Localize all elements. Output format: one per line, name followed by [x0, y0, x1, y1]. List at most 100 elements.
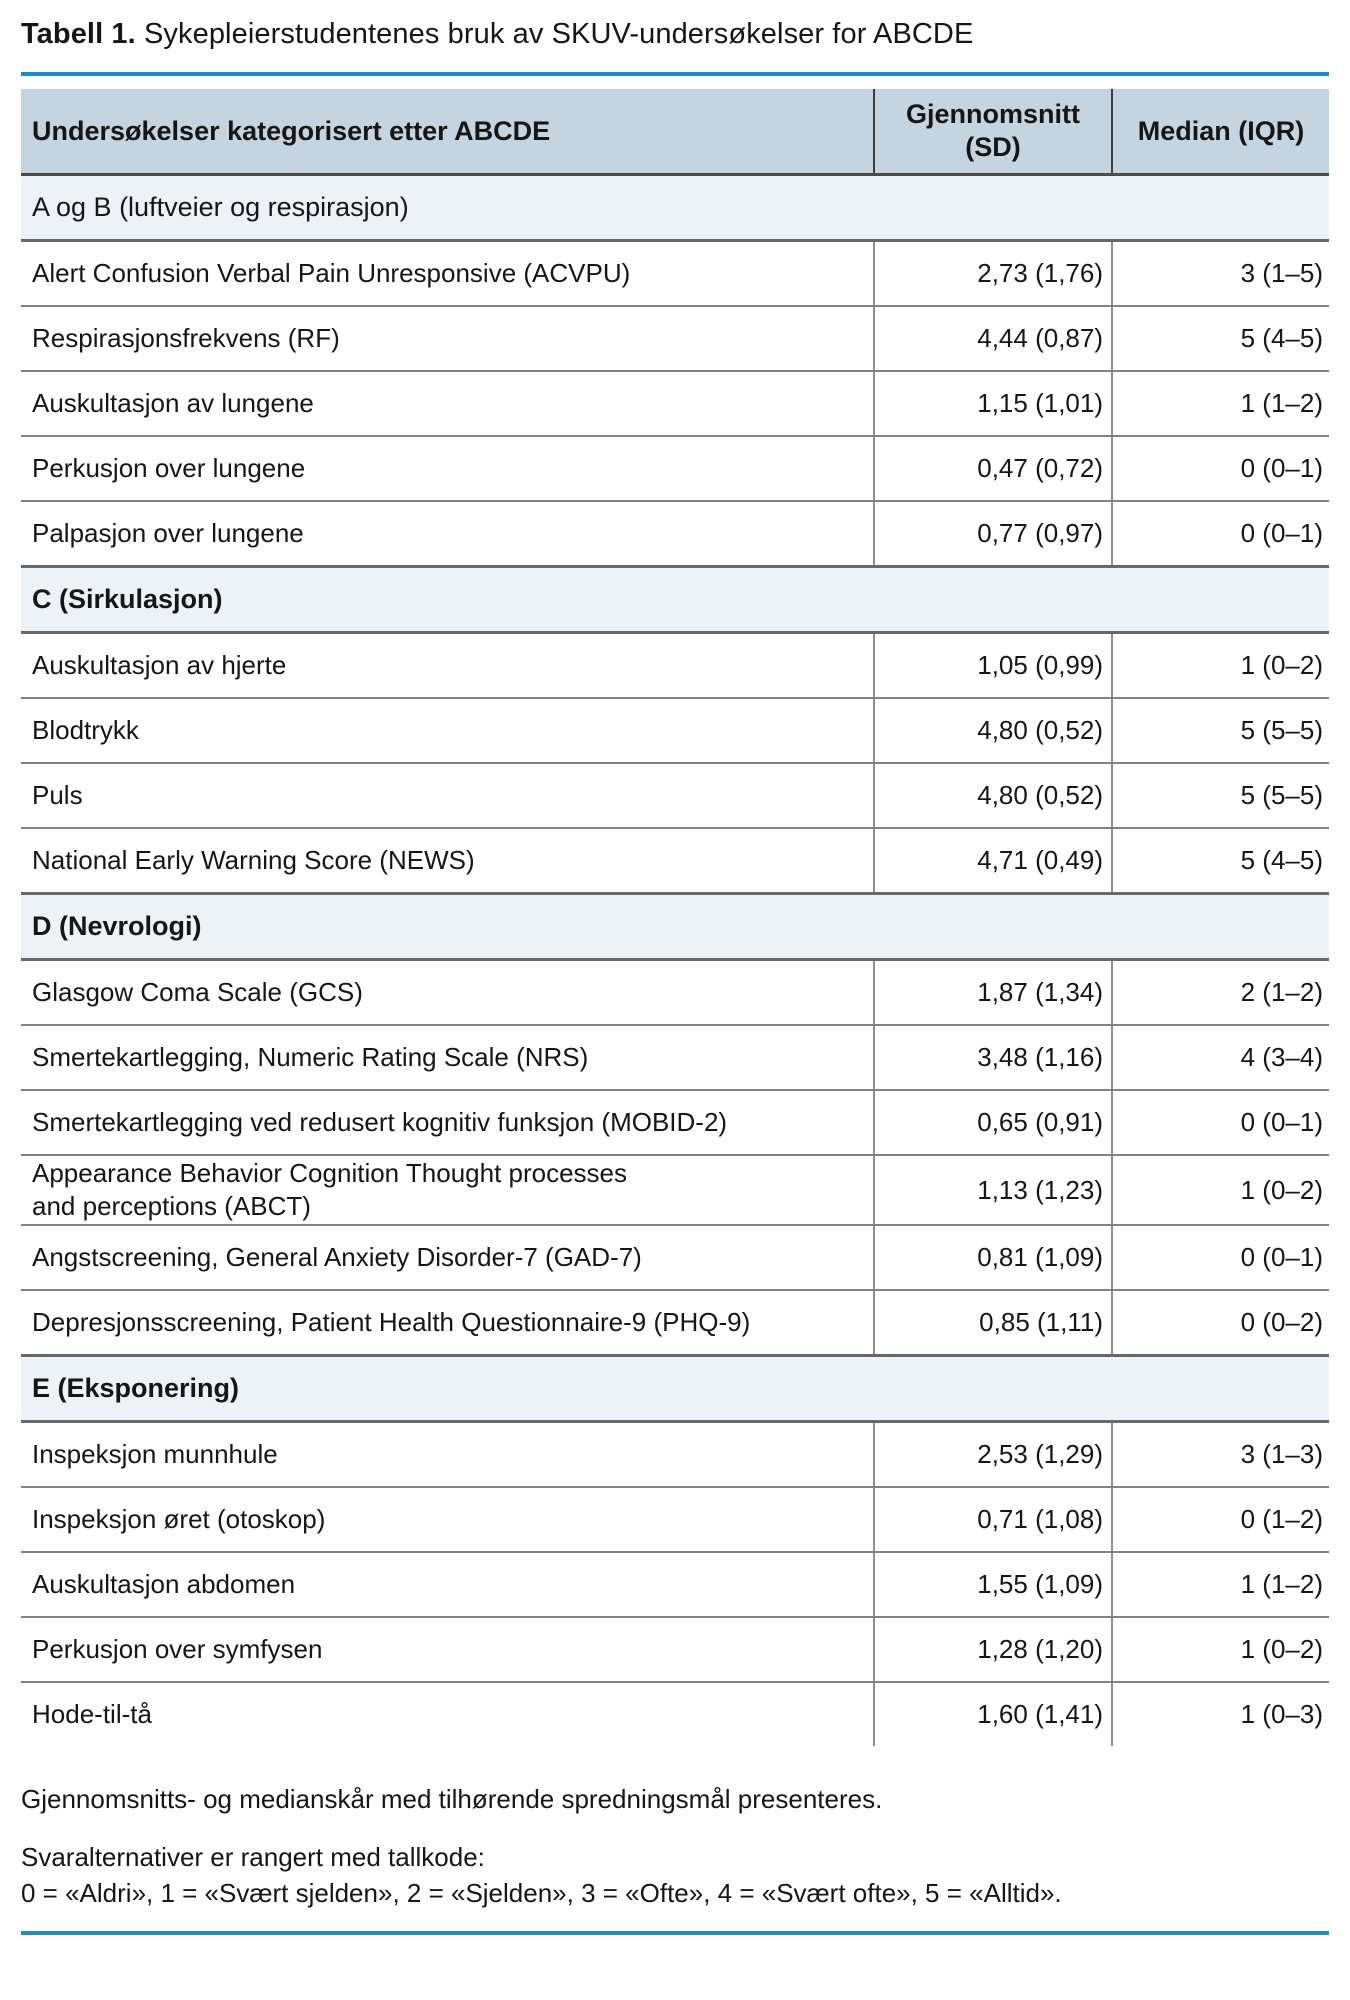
median-iqr-cell: 0 (0–1) [1111, 501, 1329, 568]
examination-label-cell: Smertekartlegging ved redusert kognitiv … [21, 1090, 874, 1156]
table-row: Inspeksjon øret (otoskop) 0,71 (1,08) 0 (1… [21, 1487, 1329, 1553]
top-accent-rule [21, 72, 1329, 76]
median-iqr-cell: 4 (3–4) [1111, 1025, 1329, 1091]
median-iqr-cell: 0 (0–2) [1111, 1290, 1329, 1357]
mean-sd-cell: 1,87 (1,34) [873, 959, 1112, 1026]
section-label: E (Eksponering) [21, 1354, 1329, 1423]
table-row: Smertekartlegging, Numeric Rating Scale … [21, 1025, 1329, 1091]
table-title-label: Tabell 1. [21, 18, 136, 50]
mean-sd-cell: 4,71 (0,49) [873, 828, 1112, 895]
section-label: C (Sirkulasjon) [21, 565, 1329, 634]
table-row: Glasgow Coma Scale (GCS) 1,87 (1,34) 2 (1–… [21, 959, 1329, 1026]
mean-sd-cell: 2,53 (1,29) [873, 1421, 1112, 1488]
table-row: Auskultasjon abdomen 1,55 (1,09) 1 (1–2) [21, 1552, 1329, 1618]
examination-label-cell: Alert Confusion Verbal Pain Unresponsive… [21, 240, 874, 307]
section-row: D (Nevrologi) [21, 892, 1329, 961]
examination-label-cell: Palpasjon over lungene [21, 501, 874, 568]
mean-sd-cell: 4,80 (0,52) [873, 763, 1112, 829]
section-row: C (Sirkulasjon) [21, 565, 1329, 634]
answer-scale-legend: Svaralternativer er rangert med tallkode… [21, 1839, 1329, 1911]
mean-sd-cell: 1,15 (1,01) [873, 371, 1112, 437]
median-iqr-cell: 0 (0–1) [1111, 1225, 1329, 1291]
table-note: Gjennomsnitts- og medianskår med tilhøre… [21, 1784, 883, 1814]
examination-label-cell: Auskultasjon av hjerte [21, 632, 874, 699]
mean-sd-cell: 4,44 (0,87) [873, 306, 1112, 372]
table-title-text: Sykepleierstudentenes bruk av SKUV-under… [135, 18, 974, 50]
median-iqr-cell: 5 (5–5) [1111, 698, 1329, 764]
median-iqr-cell: 5 (5–5) [1111, 763, 1329, 829]
examination-label-cell: Angstscreening, General Anxiety Disorder… [21, 1225, 874, 1291]
mean-sd-cell: 0,81 (1,09) [873, 1225, 1112, 1291]
table-body: A og B (luftveier og respirasjon) Alert C… [21, 173, 1329, 1746]
median-iqr-cell: 0 (0–1) [1111, 1090, 1329, 1156]
table-header: Undersøkelser kategorisert etter ABCDE G… [21, 89, 1329, 176]
median-iqr-cell: 0 (0–1) [1111, 436, 1329, 502]
median-iqr-cell: 0 (1–2) [1111, 1487, 1329, 1553]
mean-sd-cell: 1,60 (1,41) [873, 1682, 1112, 1746]
table-row: Palpasjon over lungene 0,77 (0,97) 0 (0–1) [21, 501, 1329, 568]
table-row: Respirasjonsfrekvens (RF) 4,44 (0,87) 5 (4… [21, 306, 1329, 372]
table-row: Perkusjon over lungene 0,47 (0,72) 0 (0–1) [21, 436, 1329, 502]
mean-sd-cell: 4,80 (0,52) [873, 698, 1112, 764]
examination-label-cell: Inspeksjon øret (otoskop) [21, 1487, 874, 1553]
examination-label-cell: Hode-til-tå [21, 1682, 874, 1746]
median-iqr-cell: 3 (1–5) [1111, 240, 1329, 307]
mean-sd-cell: 0,47 (0,72) [873, 436, 1112, 502]
examination-label-cell: Appearance Behavior Cognition Thought pr… [21, 1155, 874, 1226]
mean-sd-cell: 1,55 (1,09) [873, 1552, 1112, 1618]
legend-intro: Svaralternativer er rangert med tallkode… [21, 1842, 485, 1872]
median-iqr-cell: 5 (4–5) [1111, 306, 1329, 372]
column-header-median-iqr: Median (IQR) [1111, 89, 1329, 176]
examination-label-cell: Puls [21, 763, 874, 829]
median-iqr-cell: 1 (0–2) [1111, 632, 1329, 699]
mean-sd-cell: 3,48 (1,16) [873, 1025, 1112, 1091]
section-label: D (Nevrologi) [21, 892, 1329, 961]
mean-sd-cell: 0,65 (0,91) [873, 1090, 1112, 1156]
table-row: Angstscreening, General Anxiety Disorder… [21, 1225, 1329, 1291]
table-row: Auskultasjon av hjerte 1,05 (0,99) 1 (0–2) [21, 632, 1329, 699]
skuv-usage-table: Undersøkelser kategorisert etter ABCDE G… [21, 89, 1329, 1746]
mean-sd-cell: 0,71 (1,08) [873, 1487, 1112, 1553]
mean-sd-cell: 1,05 (0,99) [873, 632, 1112, 699]
section-label: A og B (luftveier og respirasjon) [21, 173, 1329, 242]
median-iqr-cell: 1 (1–2) [1111, 371, 1329, 437]
median-iqr-cell: 3 (1–3) [1111, 1421, 1329, 1488]
column-header-examinations: Undersøkelser kategorisert etter ABCDE [21, 89, 874, 176]
table-row: Appearance Behavior Cognition Thought pr… [21, 1155, 1329, 1226]
table-row: Alert Confusion Verbal Pain Unresponsive… [21, 240, 1329, 307]
median-iqr-cell: 1 (0–2) [1111, 1155, 1329, 1226]
table-row: Depresjonsscreening, Patient Health Ques… [21, 1290, 1329, 1357]
column-header-mean-sd: Gjennomsnitt (SD) [873, 89, 1112, 176]
mean-sd-cell: 1,28 (1,20) [873, 1617, 1112, 1683]
examination-label-cell: Depresjonsscreening, Patient Health Ques… [21, 1290, 874, 1357]
median-iqr-cell: 1 (0–2) [1111, 1617, 1329, 1683]
examination-label-cell: Respirasjonsfrekvens (RF) [21, 306, 874, 372]
table-row: National Early Warning Score (NEWS) 4,71 … [21, 828, 1329, 895]
table-row: Puls 4,80 (0,52) 5 (5–5) [21, 763, 1329, 829]
examination-label-cell: Auskultasjon av lungene [21, 371, 874, 437]
examination-label-cell: Auskultasjon abdomen [21, 1552, 874, 1618]
median-iqr-cell: 5 (4–5) [1111, 828, 1329, 895]
table-row: Hode-til-tå 1,60 (1,41) 1 (0–3) [21, 1682, 1329, 1746]
table-row: Auskultasjon av lungene 1,15 (1,01) 1 (1–2… [21, 371, 1329, 437]
examination-label-cell: Perkusjon over symfysen [21, 1617, 874, 1683]
examination-label-cell: Inspeksjon munnhule [21, 1421, 874, 1488]
examination-label-cell: Perkusjon over lungene [21, 436, 874, 502]
section-row: A og B (luftveier og respirasjon) [21, 173, 1329, 242]
median-iqr-cell: 2 (1–2) [1111, 959, 1329, 1026]
mean-sd-cell: 0,85 (1,11) [873, 1290, 1112, 1357]
median-iqr-cell: 1 (1–2) [1111, 1552, 1329, 1618]
table-row: Perkusjon over symfysen 1,28 (1,20) 1 (0–2… [21, 1617, 1329, 1683]
mean-sd-cell: 1,13 (1,23) [873, 1155, 1112, 1226]
examination-label-cell: National Early Warning Score (NEWS) [21, 828, 874, 895]
table-row: Smertekartlegging ved redusert kognitiv … [21, 1090, 1329, 1156]
bottom-accent-rule [21, 1931, 1329, 1935]
table-row: Blodtrykk 4,80 (0,52) 5 (5–5) [21, 698, 1329, 764]
examination-label-cell: Glasgow Coma Scale (GCS) [21, 959, 874, 1026]
mean-sd-cell: 0,77 (0,97) [873, 501, 1112, 568]
table-title: Tabell 1. Sykepleierstudentenes bruk av … [21, 17, 1329, 51]
section-row: E (Eksponering) [21, 1354, 1329, 1423]
mean-sd-cell: 2,73 (1,76) [873, 240, 1112, 307]
examination-label-cell: Smertekartlegging, Numeric Rating Scale … [21, 1025, 874, 1091]
